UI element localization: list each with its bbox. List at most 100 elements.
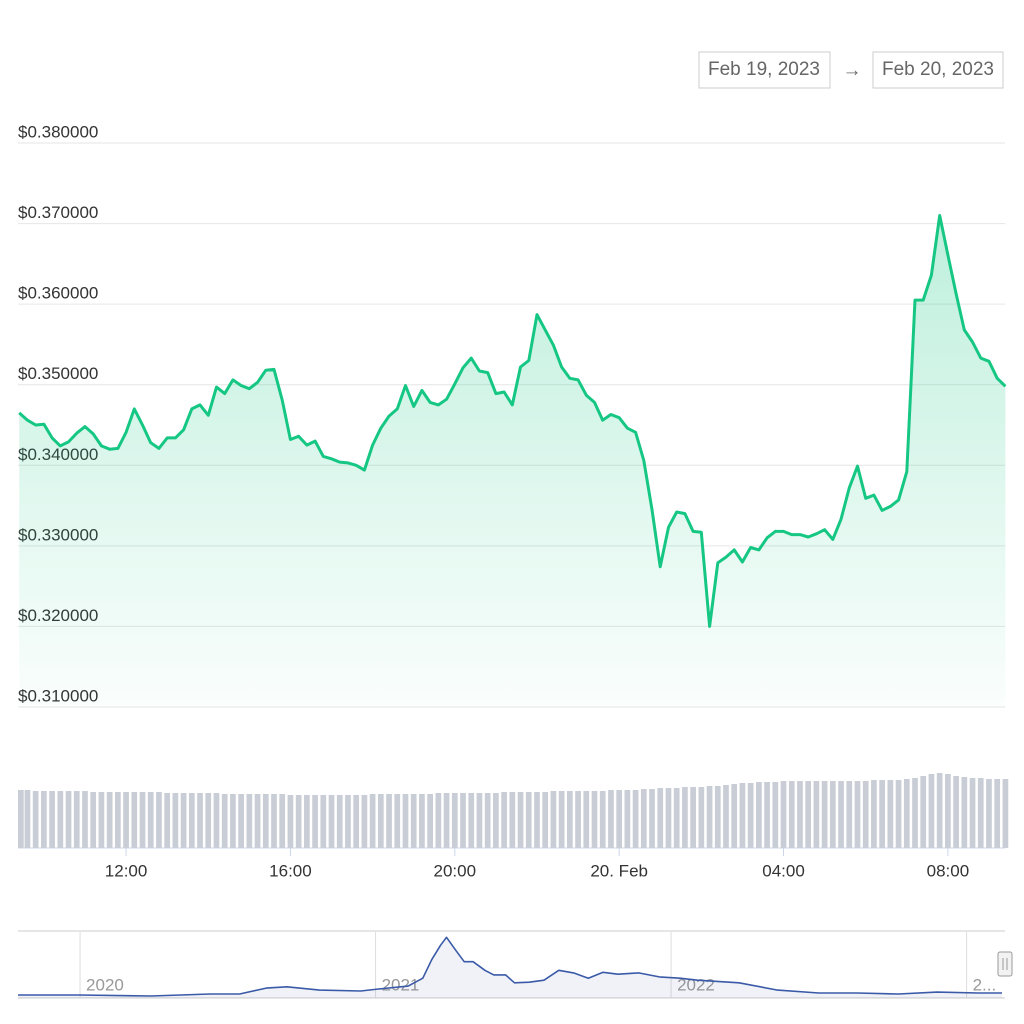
volume-bar — [805, 781, 812, 848]
volume-bar — [451, 793, 458, 848]
date-to: Feb 20, 2023 — [882, 59, 994, 80]
volume-bar — [756, 782, 762, 848]
area-fill — [19, 215, 1006, 707]
volume-bar — [764, 782, 770, 848]
volume-bar — [287, 795, 294, 848]
volume-bar — [312, 795, 318, 848]
volume-bar — [936, 773, 943, 848]
volume-bar — [953, 776, 959, 848]
volume-bar — [246, 794, 253, 848]
volume-bar — [205, 793, 212, 848]
date-from: Feb 19, 2023 — [708, 59, 820, 80]
x-tick-label: 16:00 — [269, 861, 312, 880]
volume-bar — [369, 794, 376, 848]
volume-bar — [509, 792, 516, 848]
volume-bar — [550, 791, 557, 848]
y-tick-label: $0.350000 — [18, 364, 98, 383]
volume-bar — [361, 795, 368, 848]
volume-bar — [534, 792, 540, 848]
date-to-button[interactable] — [872, 51, 1004, 89]
volume-bar — [279, 794, 286, 848]
volume-bar — [665, 788, 672, 848]
volume-bar — [928, 774, 935, 848]
volume-bar — [846, 781, 853, 848]
volume-bar — [106, 792, 113, 848]
volume-bar — [772, 782, 779, 848]
volume-bar — [640, 789, 647, 848]
volume-bar — [131, 792, 138, 848]
x-tick-label: 12:00 — [105, 861, 148, 880]
x-tick-label: 2... — [973, 975, 997, 994]
volume-bar — [188, 793, 195, 848]
volume-bar — [517, 792, 524, 848]
volume-bar — [632, 790, 639, 848]
area-fill — [18, 937, 1002, 998]
volume-bar — [402, 794, 409, 848]
volume-bar — [57, 791, 64, 848]
volume-bar — [838, 781, 844, 848]
volume-bar — [156, 792, 162, 848]
volume-bar — [221, 794, 228, 848]
volume-bar — [73, 791, 80, 848]
volume-bar — [1002, 779, 1009, 848]
price-line — [18, 214, 1007, 628]
volume-bar — [82, 791, 88, 848]
volume-bar — [542, 792, 549, 848]
volume-bar — [435, 793, 442, 848]
volume-bar — [65, 791, 72, 848]
volume-bar — [386, 794, 392, 848]
volume-bar — [271, 794, 277, 848]
volume-bar — [887, 780, 894, 848]
volume-bar — [197, 793, 203, 848]
volume-bar — [961, 777, 968, 848]
volume-bar — [213, 793, 220, 848]
volume-bar — [977, 778, 984, 848]
volume-bar — [739, 783, 746, 848]
volume-bar — [419, 794, 425, 848]
date-separator: → — [843, 60, 862, 81]
volume-bar — [24, 790, 31, 848]
volume-bar — [821, 781, 828, 848]
volume-bar — [673, 788, 680, 848]
y-tick-label: $0.370000 — [18, 203, 98, 222]
volume-bar — [994, 779, 1001, 848]
volume-bar — [731, 784, 738, 848]
x-tick-label: 04:00 — [762, 861, 805, 880]
volume-bar — [394, 794, 401, 848]
date-from-button[interactable] — [698, 51, 831, 89]
volume-bar — [525, 792, 532, 848]
volume-bar — [180, 793, 187, 848]
volume-bar — [862, 781, 869, 848]
volume-bar — [747, 783, 754, 848]
volume-bar — [813, 781, 820, 848]
volume-bar — [295, 795, 302, 848]
volume-bar — [912, 778, 918, 848]
volume-bar — [698, 787, 705, 848]
volume-bar — [238, 794, 244, 848]
x-tick-label: 20. Feb — [590, 861, 648, 880]
volume-bar — [493, 793, 499, 848]
volume-bar — [969, 778, 976, 848]
volume-bar — [32, 791, 39, 848]
volume-bar — [723, 785, 729, 848]
volume-bar — [147, 792, 154, 848]
volume-bar — [682, 787, 688, 848]
volume-bar — [501, 792, 507, 848]
volume-bar — [336, 795, 343, 848]
volume-bar — [575, 791, 581, 848]
volume-bar — [566, 791, 573, 848]
volume-bar — [460, 793, 466, 848]
volume-bar — [854, 781, 861, 848]
navigator-handle[interactable] — [997, 951, 1013, 977]
x-tick-label: 20:00 — [434, 861, 477, 880]
volume-bar — [114, 792, 121, 848]
volume-bar — [829, 781, 836, 848]
volume-bar — [254, 794, 261, 848]
volume-bar — [90, 792, 97, 848]
volume-bar — [353, 795, 360, 848]
y-tick-label: $0.380000 — [18, 122, 98, 141]
volume-bar — [328, 795, 335, 848]
volume-bar — [443, 793, 450, 848]
volume-bar — [591, 791, 598, 848]
